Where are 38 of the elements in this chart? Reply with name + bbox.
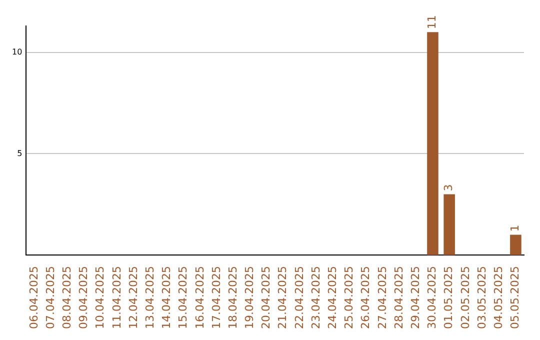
x-tick-label: 30.04.2025 <box>426 266 439 330</box>
data-label: 3 <box>442 184 456 192</box>
x-tick-label: 08.04.2025 <box>60 266 74 330</box>
x-tick-label: 18.04.2025 <box>226 266 240 330</box>
x-tick-label: 06.04.2025 <box>27 266 40 330</box>
x-tick-label: 14.04.2025 <box>160 266 174 330</box>
bar <box>444 194 455 256</box>
x-tick-label: 02.05.2025 <box>458 266 472 330</box>
y-tick-label: 5 <box>17 148 22 158</box>
bar <box>427 32 438 256</box>
x-tick-label: 05.05.2025 <box>508 266 522 330</box>
bar <box>510 234 522 256</box>
x-tick-label: 28.04.2025 <box>392 266 406 330</box>
x-tick-label: 10.04.2025 <box>94 266 107 330</box>
x-tick-label: 01.05.2025 <box>442 266 456 330</box>
x-tick-label: 09.04.2025 <box>77 266 90 330</box>
x-tick-label: 25.04.2025 <box>342 266 356 330</box>
x-tick-label: 27.04.2025 <box>376 266 389 330</box>
x-tick-label: 21.04.2025 <box>276 266 290 330</box>
x-tick-label: 16.04.2025 <box>193 266 206 330</box>
x-tick-label: 03.05.2025 <box>475 266 488 330</box>
x-tick-label: 20.04.2025 <box>260 266 273 330</box>
x-tick-label: 17.04.2025 <box>210 266 223 330</box>
data-label: 11 <box>426 15 439 30</box>
x-tick-label: 29.04.2025 <box>408 266 422 330</box>
x-tick-label: 19.04.2025 <box>243 266 256 330</box>
x-tick-label: 26.04.2025 <box>359 266 372 330</box>
x-tick-label: 11.04.2025 <box>110 266 124 330</box>
x-tick-label: 15.04.2025 <box>176 266 190 330</box>
x-tick-label: 22.04.2025 <box>292 266 306 330</box>
x-tick-label: 07.04.2025 <box>44 266 57 330</box>
x-tick-label: 13.04.2025 <box>143 266 156 330</box>
x-tick-label: 24.04.2025 <box>326 266 340 330</box>
data-label: 1 <box>508 224 522 232</box>
x-tick-label: 23.04.2025 <box>309 266 322 330</box>
x-tick-label: 12.04.2025 <box>126 266 140 330</box>
y-tick-label: 10 <box>12 47 22 56</box>
x-tick-label: 04.05.2025 <box>492 266 505 330</box>
